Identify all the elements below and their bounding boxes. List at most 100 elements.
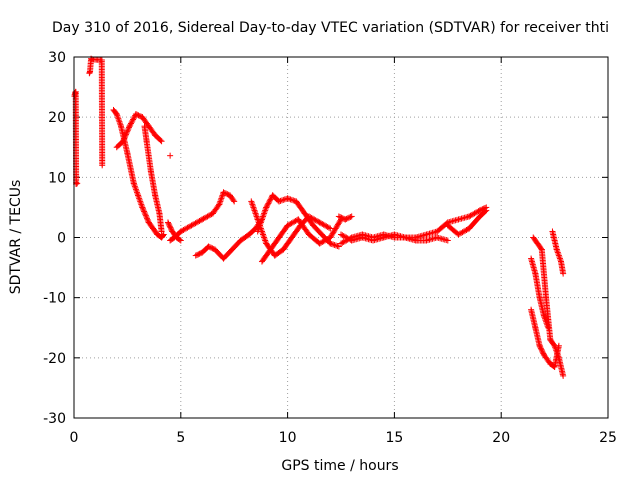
- data-point: [196, 250, 203, 257]
- data-point: [550, 341, 557, 348]
- data-point: [287, 196, 294, 203]
- data-point: [327, 225, 334, 232]
- y-tick-label: -20: [43, 351, 66, 367]
- data-point: [539, 349, 546, 356]
- data-point: [139, 205, 146, 212]
- data-point: [167, 224, 174, 231]
- data-point: [168, 225, 175, 232]
- data-point: [478, 206, 485, 213]
- data-point: [327, 240, 334, 247]
- data-point: [158, 228, 165, 235]
- data-point: [276, 198, 283, 205]
- data-point: [139, 204, 146, 211]
- chart-title: Day 310 of 2016, Sidereal Day-to-day VTE…: [52, 20, 609, 36]
- data-point: [537, 344, 544, 351]
- data-point: [176, 236, 183, 243]
- data-point: [476, 207, 483, 214]
- data-point: [135, 112, 142, 119]
- data-point: [195, 251, 202, 258]
- data-point: [123, 130, 130, 137]
- data-point: [335, 243, 342, 250]
- data-point: [536, 342, 543, 349]
- data-point: [444, 237, 451, 244]
- data-point: [339, 215, 346, 222]
- data-point: [266, 197, 273, 204]
- data-point: [231, 198, 238, 205]
- x-axis-label: GPS time / hours: [281, 458, 399, 474]
- y-tick-label: 30: [48, 50, 66, 66]
- data-point: [136, 112, 143, 119]
- data-point: [337, 214, 344, 221]
- data-point: [223, 190, 230, 197]
- data-point: [177, 237, 184, 244]
- data-point: [290, 197, 297, 204]
- data-point: [220, 189, 227, 196]
- data-point: [206, 244, 213, 251]
- data-point: [130, 116, 137, 123]
- data-point: [160, 232, 166, 239]
- data-point: [164, 219, 171, 226]
- data-point: [288, 196, 295, 203]
- data-point: [166, 222, 173, 229]
- data-point: [123, 131, 130, 138]
- data-point: [129, 117, 136, 124]
- data-point: [343, 215, 350, 222]
- data-point: [333, 242, 340, 249]
- data-point: [99, 162, 106, 169]
- data-point: [125, 124, 132, 131]
- data-point: [120, 136, 127, 143]
- x-tick-label: 0: [70, 430, 79, 446]
- data-point: [346, 214, 353, 221]
- x-tick-label: 20: [492, 430, 510, 446]
- data-point: [130, 115, 137, 122]
- x-tick-label: 15: [385, 430, 403, 446]
- data-point: [280, 196, 287, 203]
- y-tick-label: -30: [43, 411, 66, 427]
- data-point: [192, 252, 199, 259]
- data-point: [209, 245, 216, 252]
- data-point: [124, 127, 131, 134]
- data-point: [194, 251, 201, 258]
- y-tick-label: 20: [48, 110, 66, 126]
- y-tick-label: -10: [43, 291, 66, 307]
- data-point: [560, 372, 567, 379]
- data-point: [141, 208, 148, 215]
- data-point: [338, 214, 345, 221]
- data-point: [555, 342, 562, 349]
- data-point: [221, 189, 228, 196]
- data-point: [537, 245, 544, 252]
- data-point: [205, 243, 212, 250]
- x-tick-label: 10: [279, 430, 297, 446]
- data-point: [121, 134, 128, 141]
- data-point: [281, 196, 288, 203]
- data-point: [224, 191, 231, 198]
- data-point: [560, 270, 567, 277]
- x-tick-label: 5: [176, 430, 185, 446]
- data-point: [265, 200, 272, 207]
- data-point: [348, 213, 355, 220]
- data-point: [215, 202, 222, 209]
- data-point: [127, 121, 134, 128]
- data-point: [126, 123, 133, 130]
- y-axis-label: SDTVAR / TECUs: [8, 179, 24, 295]
- data-point: [132, 111, 139, 118]
- data-point: [167, 152, 174, 159]
- data-point: [144, 216, 151, 223]
- data-point: [160, 231, 167, 238]
- data-point: [278, 197, 285, 204]
- data-point: [74, 180, 81, 187]
- data-point: [264, 201, 271, 208]
- data-point: [121, 135, 128, 142]
- data-point: [539, 347, 546, 354]
- data-point: [127, 120, 134, 127]
- data-point: [125, 125, 132, 132]
- data-point: [144, 215, 151, 222]
- data-point: [284, 195, 291, 202]
- data-point: [328, 241, 335, 248]
- data-point: [277, 197, 284, 204]
- data-point: [344, 215, 351, 222]
- data-point: [143, 213, 150, 220]
- data-point: [208, 244, 215, 251]
- data-point: [141, 209, 148, 216]
- data-point: [537, 345, 544, 352]
